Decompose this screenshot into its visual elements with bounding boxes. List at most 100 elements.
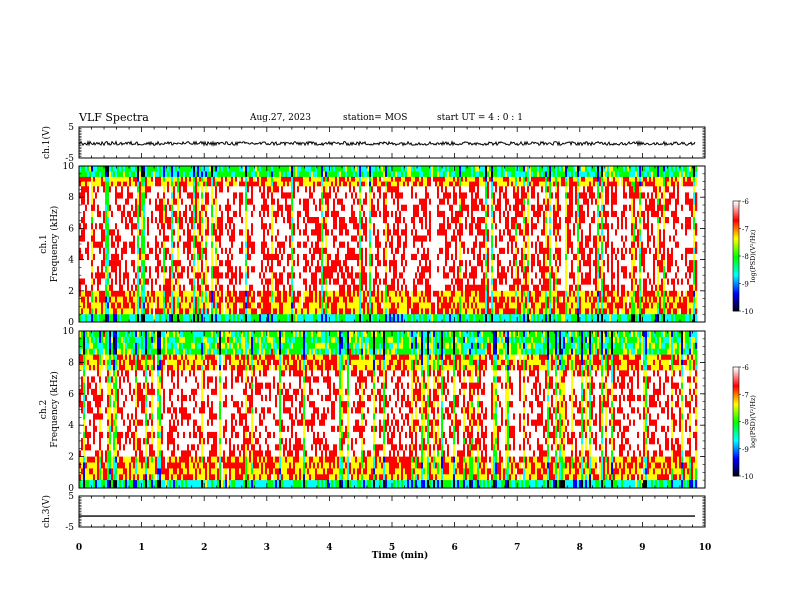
spectrogram-cell	[269, 296, 272, 303]
spectrogram-cell	[141, 266, 144, 273]
spectrogram-cell	[449, 241, 452, 248]
spectrogram-cell	[341, 308, 344, 315]
spectrogram-cell	[213, 290, 216, 297]
spectrogram-cell	[199, 253, 202, 261]
spectrogram-cell	[271, 217, 274, 224]
spectrogram-cell	[189, 166, 192, 172]
spectrogram-cell	[407, 284, 410, 292]
spectrogram-cell	[453, 241, 456, 248]
spectrogram-cell	[407, 314, 410, 323]
spectrogram-cell	[173, 266, 176, 273]
spectrogram-cell	[287, 278, 290, 285]
spectrogram-cell	[81, 284, 84, 292]
spectrogram-cell	[343, 223, 346, 230]
spectrogram-cell	[389, 260, 392, 267]
spectrogram-cell	[167, 260, 170, 267]
spectrogram-cell	[197, 253, 200, 261]
spectrogram-cell	[121, 302, 124, 309]
spectrogram-cell	[221, 314, 224, 323]
spectrogram-cell	[273, 192, 276, 199]
spectrogram-cell	[167, 223, 170, 230]
spectrogram-cell	[389, 192, 392, 199]
spectrogram-cell	[291, 204, 294, 212]
spectrogram-cell	[319, 247, 322, 255]
spectrogram-cell	[89, 192, 92, 199]
spectrogram-cell	[251, 247, 254, 255]
spectrogram-cell	[447, 229, 450, 236]
spectrogram-cell	[197, 302, 200, 309]
spectrogram-cell	[83, 253, 86, 261]
spectrogram-cell	[381, 223, 384, 230]
spectrogram-cell	[379, 192, 382, 199]
spectrogram-cell	[243, 171, 246, 178]
spectrogram-cell	[113, 266, 116, 273]
spectrogram-cell	[247, 241, 250, 248]
spectrogram-cell	[133, 235, 136, 242]
spectrogram-cell	[395, 247, 398, 255]
spectrogram-cell	[405, 308, 408, 315]
spectrogram-cell	[305, 278, 308, 285]
spectrogram-cell	[399, 176, 402, 182]
spectrogram-cell	[161, 260, 164, 267]
spectrogram-cell	[241, 166, 244, 172]
spectrogram-cell	[181, 223, 184, 230]
spectrogram-cell	[225, 229, 228, 236]
spectrogram-cell	[267, 204, 270, 212]
spectrogram-cell	[291, 253, 294, 261]
spectrogram-cell	[113, 235, 116, 242]
spectrogram-cell	[183, 176, 186, 182]
spectrogram-cell	[163, 217, 166, 224]
spectrogram-cell	[459, 302, 462, 309]
spectrogram-cell	[367, 223, 370, 230]
spectrogram-cell	[391, 296, 394, 303]
spectrogram-cell	[197, 186, 200, 193]
spectrogram-cell	[451, 314, 454, 323]
spectrogram-cell	[293, 260, 296, 267]
spectrogram-cell	[167, 198, 170, 205]
spectrogram-cell	[351, 272, 354, 279]
spectrogram-cell	[79, 210, 82, 218]
spectrogram-cell	[337, 253, 340, 261]
spectrogram-cell	[403, 278, 406, 285]
spectrogram-cell	[81, 302, 84, 309]
spectrogram-cell	[405, 210, 408, 218]
spectrogram-cell	[329, 217, 332, 224]
spectrogram-cell	[289, 241, 292, 248]
spectrogram-cell	[331, 284, 334, 292]
spectrogram-cell	[217, 176, 220, 182]
spectrogram-cell	[195, 247, 198, 255]
spectrogram-cell	[293, 198, 296, 205]
spectrogram-cell	[153, 302, 156, 309]
spectrogram-cell	[83, 272, 86, 279]
spectrogram-cell	[333, 308, 336, 315]
spectrogram-cell	[441, 235, 444, 242]
spectrogram-cell	[267, 314, 270, 323]
spectrogram-cell	[365, 181, 368, 187]
spectrogram-cell	[431, 210, 434, 218]
spectrogram-cell	[419, 272, 422, 279]
spectrogram-cell	[83, 260, 86, 267]
spectrogram-cell	[223, 247, 226, 255]
spectrogram-cell	[183, 186, 186, 193]
spectrogram-cell	[255, 253, 258, 261]
spectrogram-cell	[139, 186, 142, 193]
spectrogram-cell	[159, 210, 162, 218]
spectrogram-cell	[145, 192, 148, 199]
spectrogram-cell	[173, 290, 176, 297]
spectrogram-cell	[445, 204, 448, 212]
spectrogram-cell	[305, 181, 308, 187]
spectrogram-cell	[151, 290, 154, 297]
spectrogram-cell	[217, 241, 220, 248]
spectrogram-cell	[413, 192, 416, 199]
spectrogram-cell	[145, 308, 148, 315]
spectrogram-cell	[175, 290, 178, 297]
spectrogram-cell	[361, 284, 364, 292]
spectrogram-cell	[93, 290, 96, 297]
spectrogram-cell	[237, 217, 240, 224]
spectrogram-cell	[213, 253, 216, 261]
spectrogram-cell	[223, 260, 226, 267]
spectrogram-cell	[103, 223, 106, 230]
spectrogram-cell	[263, 210, 266, 218]
spectrogram-cell	[181, 166, 184, 172]
spectrogram-cell	[401, 166, 404, 172]
